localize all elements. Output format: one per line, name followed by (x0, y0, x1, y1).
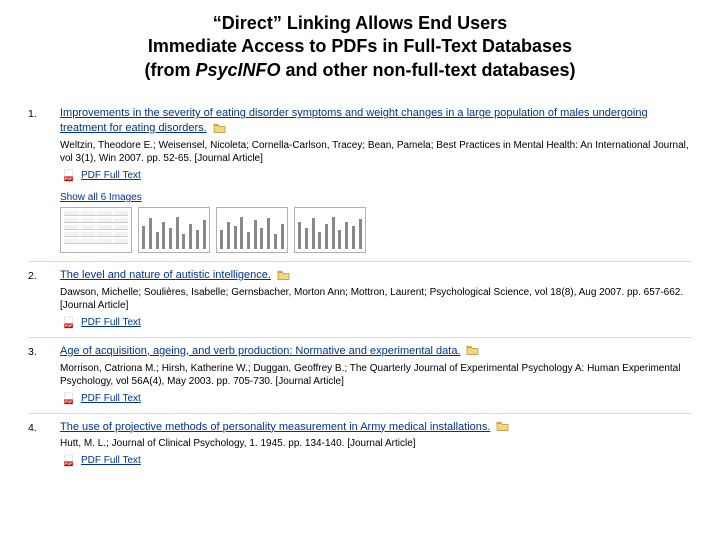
svg-text:PDF: PDF (65, 400, 73, 404)
pdf-fulltext-link[interactable]: PDF Full Text (81, 455, 141, 466)
image-thumbnails (60, 207, 692, 253)
pdf-fulltext-link[interactable]: PDF Full Text (81, 317, 141, 328)
svg-text:PDF: PDF (65, 177, 73, 181)
pdf-icon: PDF (63, 169, 77, 182)
pdf-fulltext-link[interactable]: PDF Full Text (81, 393, 141, 404)
result-citation: Weltzin, Theodore E.; Weisensel, Nicolet… (60, 139, 692, 166)
result-item: 2. The level and nature of autistic inte… (28, 262, 692, 338)
result-item: 4. The use of projective methods of pers… (28, 414, 692, 475)
title-line-2: Immediate Access to PDFs in Full-Text Da… (148, 36, 572, 56)
pdf-icon: PDF (63, 316, 77, 329)
pdf-row: PDF PDF Full Text (60, 392, 692, 405)
result-title-link[interactable]: The use of projective methods of persona… (60, 421, 490, 433)
result-title-link[interactable]: The level and nature of autistic intelli… (60, 269, 271, 281)
pdf-row: PDF PDF Full Text (60, 169, 692, 182)
title-line-3-emph: PsycINFO (195, 60, 280, 80)
thumbnail-table[interactable] (60, 207, 132, 253)
pdf-fulltext-link[interactable]: PDF Full Text (81, 170, 141, 181)
thumbnail-chart[interactable] (138, 207, 210, 253)
pdf-row: PDF PDF Full Text (60, 454, 692, 467)
result-number: 1. (28, 106, 48, 253)
result-number: 3. (28, 344, 48, 405)
pdf-icon: PDF (63, 392, 77, 405)
thumbnail-chart[interactable] (294, 207, 366, 253)
result-item: 1. Improvements in the severity of eatin… (28, 100, 692, 262)
title-line-3-suffix: and other non-full-text databases) (281, 60, 576, 80)
result-body: Improvements in the severity of eating d… (60, 106, 692, 253)
slide-title: “Direct” Linking Allows End Users Immedi… (28, 12, 692, 82)
svg-text:PDF: PDF (65, 462, 73, 466)
title-line-1: “Direct” Linking Allows End Users (213, 13, 507, 33)
result-body: The use of projective methods of persona… (60, 420, 692, 467)
result-body: The level and nature of autistic intelli… (60, 268, 692, 329)
pdf-row: PDF PDF Full Text (60, 316, 692, 329)
result-number: 4. (28, 420, 48, 467)
result-citation: Morrison, Catriona M.; Hirsh, Katherine … (60, 362, 692, 389)
folder-icon[interactable] (496, 420, 510, 433)
result-citation: Dawson, Michelle; Soulières, Isabelle; G… (60, 286, 692, 313)
result-title-link[interactable]: Improvements in the severity of eating d… (60, 107, 648, 134)
results-list: 1. Improvements in the severity of eatin… (28, 100, 692, 475)
folder-icon[interactable] (466, 344, 480, 357)
result-item: 3. Age of acquisition, ageing, and verb … (28, 338, 692, 414)
show-images-link[interactable]: Show all 6 Images (60, 192, 142, 203)
svg-text:PDF: PDF (65, 324, 73, 328)
result-number: 2. (28, 268, 48, 329)
title-line-3-prefix: (from (144, 60, 195, 80)
pdf-icon: PDF (63, 454, 77, 467)
folder-icon[interactable] (213, 122, 227, 135)
result-title-link[interactable]: Age of acquisition, ageing, and verb pro… (60, 345, 461, 357)
result-body: Age of acquisition, ageing, and verb pro… (60, 344, 692, 405)
thumbnail-chart[interactable] (216, 207, 288, 253)
result-citation: Hutt, M. L.; Journal of Clinical Psychol… (60, 437, 692, 451)
folder-icon[interactable] (277, 269, 291, 282)
